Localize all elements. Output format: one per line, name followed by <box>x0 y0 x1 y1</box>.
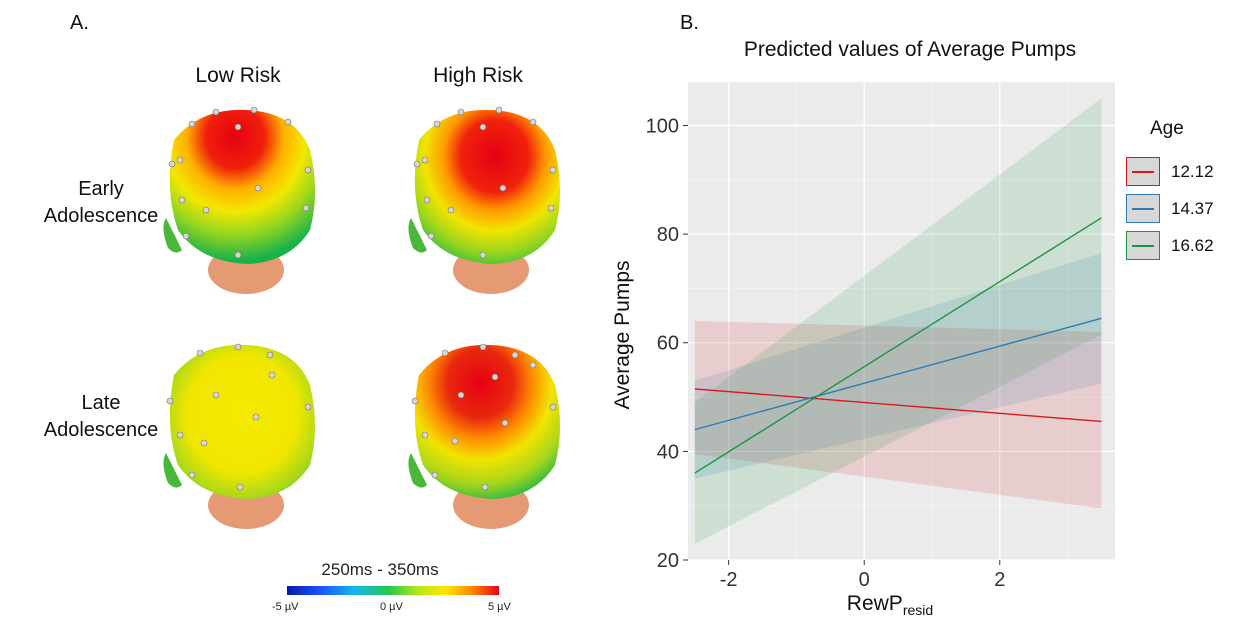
topomap-early-low-risk <box>163 106 315 294</box>
colorbar-max-label: 5 µV <box>488 601 511 613</box>
y-tick-label: 40 <box>657 441 679 463</box>
series-line-14.37 <box>694 317 1102 431</box>
plot-panel <box>688 82 1115 560</box>
ci-ribbon-14.37 <box>694 253 1102 479</box>
ci-ribbon-12.12 <box>694 321 1102 509</box>
row-header-early-adolescence: Early Adolescence <box>26 176 176 230</box>
ci-ribbon-16.62 <box>694 98 1102 544</box>
legend-key <box>1126 231 1160 260</box>
row-header-late-adolescence: Late Adolescence <box>26 390 176 444</box>
legend-label: 12.12 <box>1171 162 1214 181</box>
x-tick-label: -2 <box>720 569 738 591</box>
series-line-16.62 <box>694 217 1102 474</box>
column-header-high-risk: High Risk <box>433 64 523 87</box>
x-axis-label: RewPresid <box>800 592 980 618</box>
panel-b-label: B. <box>680 12 699 34</box>
x-tick-label: 2 <box>994 569 1005 591</box>
legend-label: 16.62 <box>1171 236 1214 255</box>
legend-item: 12.12 <box>1126 157 1235 189</box>
legend-title: Age <box>1150 118 1184 139</box>
legend-item: 16.62 <box>1126 231 1235 263</box>
y-tick-label: 80 <box>657 224 679 246</box>
colorbar-title: 250ms - 350ms <box>321 560 439 579</box>
column-header-low-risk: Low Risk <box>195 64 281 87</box>
row-header-line: Early <box>78 178 124 200</box>
y-tick-label: 20 <box>657 550 679 572</box>
legend-key <box>1126 194 1160 223</box>
series-line-12.12 <box>694 388 1102 423</box>
legend-label: 14.37 <box>1171 199 1214 218</box>
row-header-line: Late <box>81 392 121 414</box>
colorbar-min-label: -5 µV <box>272 601 299 613</box>
topomap-early-high-risk <box>408 106 560 294</box>
x-axis-label-subscript: resid <box>902 602 934 619</box>
y-axis-label: Average Pumps <box>603 235 643 435</box>
panel-a-label: A. <box>70 12 89 34</box>
x-tick-label: 0 <box>859 569 870 591</box>
colorbar-mid-label: 0 µV <box>380 601 403 613</box>
y-tick-label: 60 <box>657 333 679 355</box>
legend-key <box>1126 157 1160 186</box>
legend-item: 14.37 <box>1126 194 1235 226</box>
x-axis-label-main: RewP <box>846 592 903 615</box>
chart-title: Predicted values of Average Pumps <box>743 38 1077 61</box>
y-axis-label-text: Average Pumps <box>611 260 634 410</box>
topomap-late-high-risk <box>408 343 560 529</box>
row-header-line: Adolescence <box>43 419 159 441</box>
y-tick-label: 100 <box>646 115 679 137</box>
colorbar <box>287 586 499 595</box>
topomap-late-low-risk <box>163 343 315 529</box>
row-header-line: Adolescence <box>43 205 159 227</box>
